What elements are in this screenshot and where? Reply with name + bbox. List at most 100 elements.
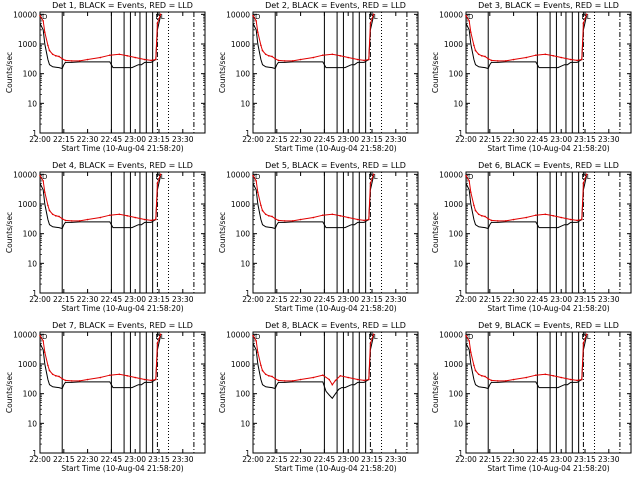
lld-data-point <box>109 54 111 56</box>
events-series-line <box>465 175 588 230</box>
y-tick-label: 10 <box>453 259 463 268</box>
lld-data-point <box>487 57 490 60</box>
lld-data-point <box>347 216 349 219</box>
lld-data-point <box>126 55 129 57</box>
y-tick-label: 10 <box>27 259 37 268</box>
detector-panel-5: Det 5, BLACK = Events, RED = LLD D DL 1 10 10… <box>213 160 426 320</box>
x-tick-label: 22:15 <box>266 455 288 464</box>
lld-data-point <box>368 218 370 221</box>
lld-series-line <box>252 174 375 222</box>
x-tick-label: 22:30 <box>290 135 312 144</box>
x-tick-label: 22:45 <box>101 455 123 464</box>
lld-data-point <box>143 58 146 61</box>
x-tick-label: 22:00 <box>29 455 51 464</box>
x-tick-label: 22:45 <box>314 135 336 144</box>
lld-data-point <box>487 217 490 220</box>
lld-data-point <box>283 380 286 382</box>
x-tick-label: 22:00 <box>242 295 264 304</box>
y-tick-label: 1000 <box>18 40 37 49</box>
x-tick-label: 22:30 <box>290 455 312 464</box>
lld-data-point <box>481 375 483 377</box>
y-tick-label: 10000 <box>226 10 250 19</box>
lld-data-point <box>585 13 588 16</box>
y-tick-label: 1 <box>245 129 250 138</box>
lld-data-point <box>159 13 162 16</box>
x-tick-label: 23:15 <box>361 295 383 304</box>
lld-data-point <box>473 204 475 207</box>
x-tick-label: 22:45 <box>314 295 336 304</box>
y-tick-label: 1 <box>32 449 37 458</box>
lld-data-point <box>291 220 294 222</box>
y-tick-label: 1000 <box>18 200 37 209</box>
lld-data-point <box>474 49 477 52</box>
x-tick-label: 23:15 <box>148 295 170 304</box>
lld-data-point <box>465 174 467 177</box>
lld-data-point <box>264 53 267 56</box>
x-tick-label: 22:00 <box>455 295 477 304</box>
lld-data-point <box>48 369 51 372</box>
lld-data-point <box>70 380 73 382</box>
plot-frame <box>39 11 206 134</box>
x-tick-label: 22:30 <box>77 455 99 464</box>
lld-data-point <box>525 376 528 379</box>
plot-frame <box>39 331 206 454</box>
lld-data-point <box>47 44 49 47</box>
lld-data-point <box>51 53 54 56</box>
lld-data-point <box>496 220 499 222</box>
y-tick-label: 1000 <box>444 200 463 209</box>
plot-frame <box>39 171 206 294</box>
y-axis-label: Counts/sec <box>5 372 14 413</box>
lld-data-point <box>487 377 490 380</box>
lld-data-point <box>271 215 273 218</box>
lld-data-point <box>552 55 555 57</box>
lld-data-point <box>372 13 375 16</box>
y-axis-label: Counts/sec <box>218 212 227 253</box>
lld-data-point <box>481 215 483 217</box>
lld-data-point <box>481 55 483 57</box>
events-series-line <box>39 15 162 70</box>
events-series-line <box>465 15 588 70</box>
lld-data-point <box>468 340 470 342</box>
detector-panel-7: Det 7, BLACK = Events, RED = LLD D DL 1 10 10… <box>0 320 213 480</box>
plot-frame <box>252 171 419 294</box>
lld-data-point <box>291 380 294 382</box>
lld-data-point <box>368 378 370 381</box>
lld-data-point <box>261 209 264 212</box>
lld-data-point <box>339 375 342 377</box>
lld-data-point <box>156 182 159 185</box>
y-tick-label: 10000 <box>226 170 250 179</box>
lld-data-point <box>58 215 60 218</box>
lld-data-point <box>283 220 286 222</box>
y-axis-label: Counts/sec <box>431 52 440 93</box>
x-tick-label: 22:15 <box>53 135 75 144</box>
lld-data-point <box>469 191 472 194</box>
lld-data-point <box>469 31 472 34</box>
y-tick-label: 1000 <box>231 40 250 49</box>
x-tick-label: 23:00 <box>337 455 359 464</box>
lld-data-point <box>274 377 277 380</box>
x-tick-label: 22:30 <box>77 295 99 304</box>
lld-data-point <box>99 376 102 379</box>
y-tick-label: 10 <box>453 419 463 428</box>
lld-data-point <box>581 378 583 381</box>
x-tick-label: 23:00 <box>124 295 146 304</box>
lld-data-point <box>569 218 572 221</box>
y-tick-label: 1 <box>245 449 250 458</box>
lld-series-line <box>39 174 162 222</box>
flag-start-label: D <box>255 173 260 181</box>
flag-start-label: D <box>42 173 47 181</box>
lld-data-point <box>473 44 475 47</box>
lld-data-point <box>55 215 57 217</box>
lld-data-point <box>512 58 515 61</box>
lld-data-point <box>582 22 585 25</box>
lld-data-point <box>150 379 152 382</box>
lld-data-point <box>48 49 51 52</box>
lld-data-point <box>134 216 136 219</box>
lld-data-point <box>576 59 578 62</box>
lld-data-point <box>109 374 111 376</box>
events-series-line <box>465 335 588 390</box>
